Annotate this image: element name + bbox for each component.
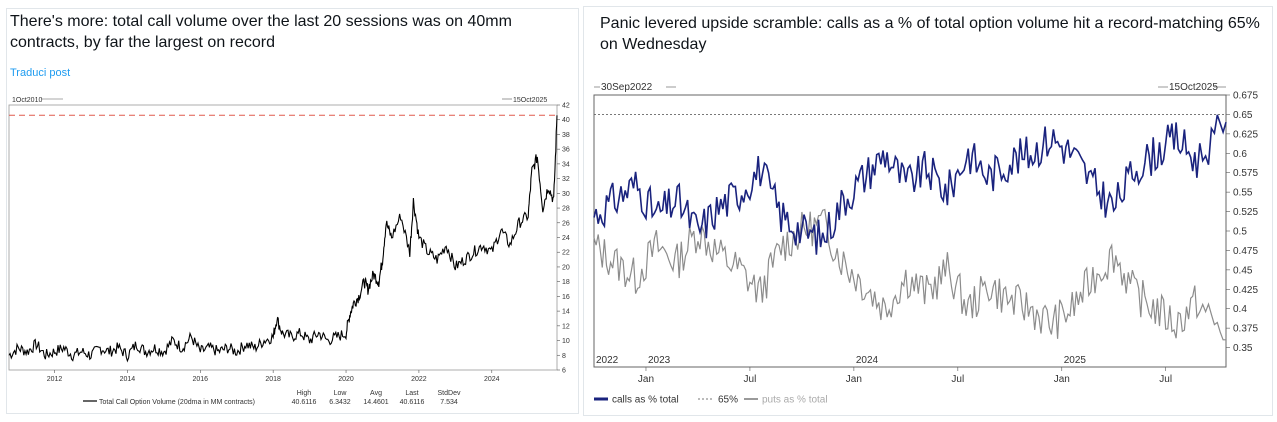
y-tick-label: 34	[562, 161, 570, 168]
x-tick-label: 2020	[338, 376, 354, 383]
x-month-label: Jan	[846, 374, 862, 385]
x-tick-label: 2018	[265, 376, 281, 383]
y-tick-label: 0.65	[1233, 110, 1253, 121]
x-tick-label: 2024	[484, 376, 500, 383]
y-tick-label: 0.5	[1233, 227, 1247, 238]
plot-frame	[8, 104, 558, 371]
y-tick-label: 0.575	[1233, 168, 1258, 179]
x-tick-label: 2016	[193, 376, 209, 383]
y-tick-label: 30	[562, 191, 570, 198]
y-tick-label: 0.4	[1233, 304, 1247, 315]
y-tick-label: 20	[562, 264, 570, 271]
y-tick-label: 36	[562, 147, 570, 154]
y-tick-label: 0.675	[1233, 91, 1258, 102]
y-tick-label: 0.55	[1233, 188, 1253, 199]
stats-value: 14.4601	[363, 399, 388, 406]
y-tick-label: 28	[562, 206, 570, 213]
translate-link[interactable]: Traduci post	[10, 67, 71, 79]
legend-label-calls: calls as % total	[612, 395, 679, 406]
right-post-text: Panic levered upside scramble: calls as …	[600, 15, 1260, 53]
stats-header: Avg	[370, 390, 382, 397]
y-tick-label: 6	[562, 368, 566, 375]
end-date-label: 15Oct2025	[1169, 82, 1218, 93]
legend-label-65: 65%	[718, 395, 738, 406]
end-date-label: 15Oct2025	[513, 97, 547, 104]
y-tick-label: 0.625	[1233, 129, 1258, 140]
x-month-label: Jul	[951, 374, 964, 385]
stats-value: 40.6116	[292, 399, 317, 406]
y-tick-label: 0.6	[1233, 149, 1247, 160]
x-month-label: Jul	[744, 374, 757, 385]
x-year-label: 2025	[1064, 355, 1087, 366]
series-line-calls	[593, 114, 1227, 255]
y-tick-label: 0.375	[1233, 324, 1258, 335]
x-year-label: 2024	[856, 355, 879, 366]
y-tick-label: 42	[562, 103, 570, 110]
left-post-text: There's more: total call volume over the…	[10, 13, 512, 51]
y-tick-label: 0.525	[1233, 207, 1258, 218]
y-tick-label: 18	[562, 279, 570, 286]
start-date-label: 30Sep2022	[601, 82, 653, 93]
y-tick-label: 8	[562, 353, 566, 360]
stats-header: High	[297, 390, 312, 397]
x-month-label: Jan	[1054, 374, 1070, 385]
right-post: Panic levered upside scramble: calls as …	[583, 6, 1273, 416]
y-tick-label: 0.425	[1233, 285, 1258, 296]
stats-header: Low	[334, 390, 348, 397]
start-date-label: 1Oct2010	[12, 97, 42, 104]
stats-value: 7.534	[440, 399, 458, 406]
y-tick-label: 24	[562, 235, 570, 242]
x-month-label: Jul	[1159, 374, 1172, 385]
legend-label: Total Call Option Volume (20dma in MM co…	[99, 399, 255, 406]
y-tick-label: 22	[562, 250, 570, 257]
y-tick-label: 0.45	[1233, 265, 1253, 276]
x-tick-label: 2022	[411, 376, 427, 383]
stats-value: 40.6116	[400, 399, 425, 406]
y-tick-label: 12	[562, 323, 570, 330]
stats-header: StdDev	[438, 390, 461, 397]
y-tick-label: 40	[562, 117, 570, 124]
stats-header: Last	[405, 390, 418, 397]
call-volume-chart: 1Oct2010 15Oct202568101214161820222426283…	[8, 97, 570, 406]
stats-value: 6.3432	[329, 399, 351, 406]
series-line-puts	[593, 208, 1226, 341]
left-post: There's more: total call volume over the…	[6, 8, 579, 414]
y-tick-label: 32	[562, 176, 570, 183]
y-tick-label: 0.475	[1233, 246, 1258, 257]
y-tick-label: 26	[562, 220, 570, 227]
x-month-label: Jan	[638, 374, 654, 385]
y-tick-label: 0.35	[1233, 343, 1253, 354]
call-percent-chart: 30Sep2022 15Oct2025 0.35 0.375 0.4 0.425 0.45 0…	[593, 82, 1258, 406]
x-tick-label: 2012	[47, 376, 63, 383]
series-line-call-volume	[8, 115, 558, 363]
y-tick-label: 10	[562, 338, 570, 345]
x-year-label: 2023	[648, 355, 671, 366]
x-tick-label: 2014	[120, 376, 136, 383]
y-tick-label: 14	[562, 309, 570, 316]
y-tick-label: 38	[562, 132, 570, 139]
y-tick-label: 16	[562, 294, 570, 301]
legend-label-puts: puts as % total	[762, 395, 828, 406]
x-year-label: 2022	[596, 355, 619, 366]
